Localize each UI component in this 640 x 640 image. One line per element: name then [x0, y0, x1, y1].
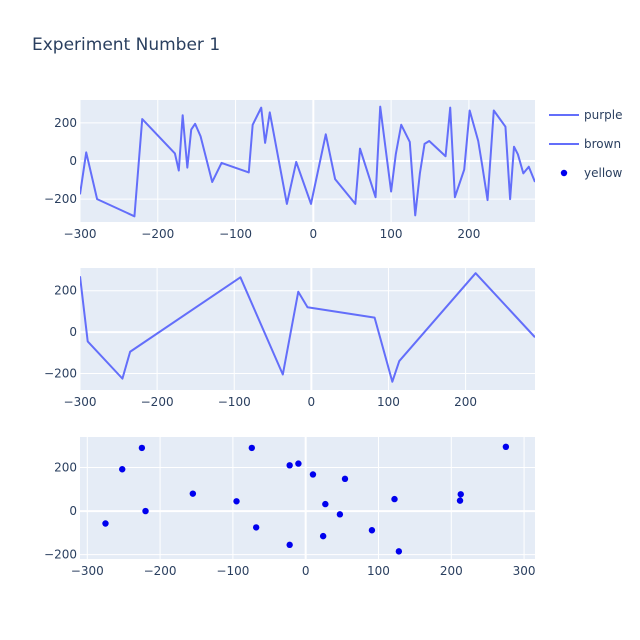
x-tick-label: 200: [440, 564, 463, 578]
legend-item-yellow[interactable]: yellow: [560, 166, 623, 180]
scatter-point[interactable]: [119, 466, 126, 473]
y-tick-label: −200: [44, 192, 77, 206]
scatter-point[interactable]: [395, 548, 403, 555]
x-tick-label: 100: [367, 564, 390, 578]
scatter-point[interactable]: [142, 507, 149, 515]
y-tick-label: 200: [54, 116, 77, 130]
scatter-point[interactable]: [286, 462, 293, 469]
y-tick-label: 0: [69, 504, 77, 518]
legend-marker-swatch: [560, 169, 568, 177]
legend-label: brown: [584, 137, 621, 151]
x-tick-label: −100: [219, 227, 252, 241]
scatter-point[interactable]: [233, 498, 240, 505]
x-tick-label: 100: [380, 227, 403, 241]
legend[interactable]: purple brown yellow: [549, 108, 623, 180]
scatter-point[interactable]: [295, 460, 302, 467]
scatter-point[interactable]: [248, 444, 256, 452]
y-tick-label: 200: [54, 284, 77, 298]
scatter-point[interactable]: [102, 520, 109, 527]
scatter-point[interactable]: [322, 500, 329, 508]
x-tick-label: 0: [302, 564, 310, 578]
plot-area: [80, 268, 535, 390]
x-tick-label: −200: [141, 227, 174, 241]
scatter-point[interactable]: [138, 444, 146, 452]
subplot-middle: −300 −200 −100 0 100 200 −200 0 200: [44, 268, 535, 409]
scatter-point[interactable]: [319, 532, 327, 540]
legend-label: purple: [584, 108, 623, 122]
x-tick-label: 0: [308, 395, 316, 409]
y-tick-label: 200: [54, 461, 77, 475]
x-tick-label: 200: [454, 395, 477, 409]
x-tick-label: 100: [377, 395, 400, 409]
y-tick-label: 0: [69, 325, 77, 339]
scatter-point[interactable]: [189, 490, 197, 497]
subplot-bottom: −300 −200 −100 0 100 200 300 −200 0 200: [44, 437, 536, 578]
y-tick-label: 0: [69, 154, 77, 168]
scatter-point[interactable]: [252, 524, 260, 531]
x-tick-label: 300: [513, 564, 536, 578]
legend-label: yellow: [584, 166, 622, 180]
subplot-top: −300 −200 −100 0 100 200 −200 0 200: [44, 100, 535, 241]
x-tick-label: −100: [216, 564, 249, 578]
plot-area: [80, 437, 535, 559]
legend-item-purple[interactable]: purple: [549, 108, 623, 122]
x-tick-label: −300: [64, 395, 97, 409]
x-tick-label: 0: [310, 227, 318, 241]
scatter-point[interactable]: [286, 541, 293, 549]
y-tick-label: −200: [44, 366, 77, 380]
scatter-point[interactable]: [456, 497, 464, 504]
scatter-point[interactable]: [457, 491, 464, 498]
scatter-point[interactable]: [391, 495, 398, 503]
x-tick-label: −300: [64, 227, 97, 241]
chart-title: Experiment Number 1: [32, 35, 220, 55]
series-line-purple[interactable]: [80, 105, 535, 218]
x-tick-label: −300: [71, 564, 104, 578]
scatter-point[interactable]: [341, 475, 349, 483]
scatter-point[interactable]: [336, 511, 344, 518]
x-tick-label: −200: [144, 564, 177, 578]
scatter-point[interactable]: [309, 471, 317, 478]
scatter-point[interactable]: [502, 443, 510, 451]
scatter-point[interactable]: [368, 527, 376, 534]
legend-item-brown[interactable]: brown: [549, 137, 621, 151]
y-tick-label: −200: [44, 548, 77, 562]
series-line-brown[interactable]: [80, 272, 535, 383]
x-tick-label: −200: [141, 395, 174, 409]
x-tick-label: 200: [457, 227, 480, 241]
x-tick-label: −100: [218, 395, 251, 409]
